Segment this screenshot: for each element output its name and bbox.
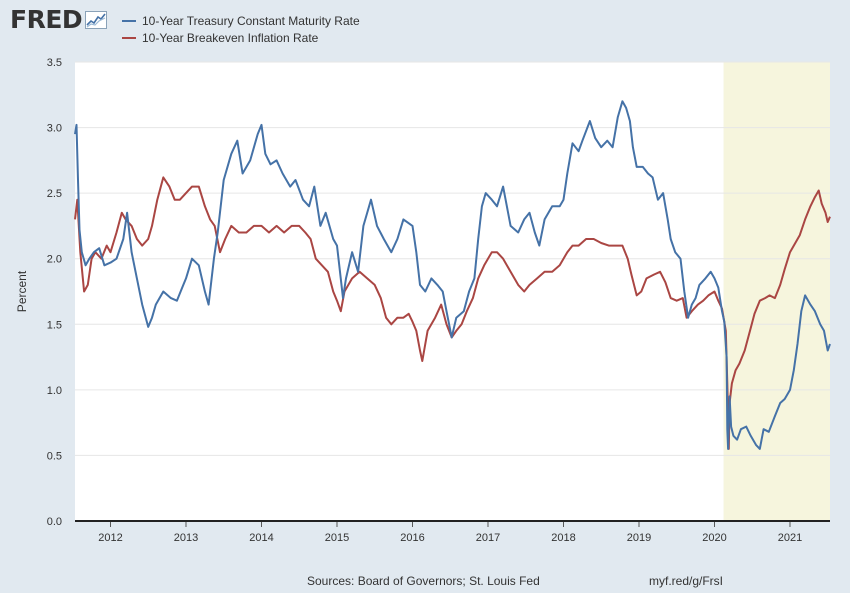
x-tick-label: 2012	[98, 532, 122, 544]
mini-chart-icon	[85, 10, 108, 29]
y-axis-title: Percent	[15, 270, 29, 312]
y-tick-label: 2.5	[47, 188, 62, 200]
sources-text: Sources: Board of Governors; St. Louis F…	[307, 574, 540, 588]
chart-legend: 10-Year Treasury Constant Maturity Rate …	[122, 12, 360, 46]
series-line-treasury[interactable]	[74, 100, 831, 450]
x-tick-label: 2014	[249, 532, 273, 544]
y-tick-label: 0.0	[47, 516, 62, 528]
legend-item-treasury[interactable]: 10-Year Treasury Constant Maturity Rate	[122, 12, 360, 29]
y-tick-label: 1.5	[47, 319, 62, 331]
x-tick-label: 2020	[702, 532, 726, 544]
x-tick-label: 2017	[476, 532, 500, 544]
legend-swatch-breakeven	[122, 36, 136, 39]
y-tick-label: 1.0	[47, 385, 62, 397]
x-tick-label: 2021	[778, 532, 802, 544]
x-tick-label: 2015	[325, 532, 349, 544]
y-tick-label: 0.5	[47, 450, 62, 462]
x-tick-label: 2018	[551, 532, 575, 544]
y-tick-label: 3.0	[47, 123, 62, 135]
y-tick-label: 3.5	[47, 57, 62, 69]
legend-swatch-treasury	[122, 19, 136, 22]
short-url-link[interactable]: myf.red/g/FrsI	[649, 574, 724, 588]
legend-item-breakeven[interactable]: 10-Year Breakeven Inflation Rate	[122, 29, 360, 46]
fred-logo-text: FRED	[10, 5, 83, 34]
x-tick-label: 2019	[627, 532, 651, 544]
y-tick-label: 2.0	[47, 254, 62, 266]
legend-label-breakeven: 10-Year Breakeven Inflation Rate	[142, 30, 319, 45]
legend-label-treasury: 10-Year Treasury Constant Maturity Rate	[142, 13, 360, 28]
x-tick-label: 2016	[400, 532, 424, 544]
plot-area	[75, 62, 830, 521]
fred-logo[interactable]: FRED	[10, 5, 108, 34]
x-tick-label: 2013	[174, 532, 198, 544]
